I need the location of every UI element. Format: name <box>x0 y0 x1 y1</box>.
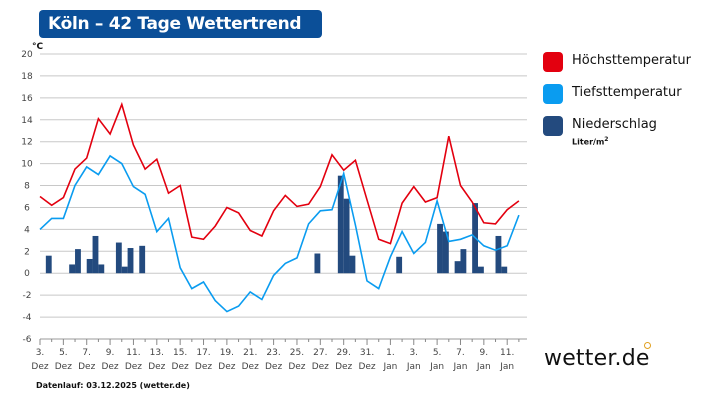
x-tick-label: 23. <box>266 348 280 358</box>
x-tick-month: Dez <box>358 362 375 372</box>
y-tick-label: 6 <box>24 203 30 213</box>
x-tick-month: Jan <box>429 362 444 372</box>
precipitation-bar <box>86 258 93 274</box>
x-tick-label: 9. <box>106 348 115 358</box>
x-tick-label: 31. <box>360 348 374 358</box>
precipitation-bar <box>69 264 76 274</box>
precipitation-bar <box>454 261 461 274</box>
unit-sup: 2 <box>604 136 609 143</box>
x-tick-label: 29. <box>337 348 351 358</box>
precipitation-unit: Liter/m2 <box>572 136 608 147</box>
x-tick-label: 19. <box>220 348 234 358</box>
x-tick-label: 15. <box>173 348 187 358</box>
y-tick-label: 16 <box>21 94 33 104</box>
y-tick-label: 4 <box>24 225 30 235</box>
x-tick-month: Dez <box>288 362 305 372</box>
y-axis: -6 -4 -2 0 2 4 6 8 10 12 14 16 18 20 <box>21 50 33 345</box>
x-tick-month: Jan <box>382 362 397 372</box>
y-tick-label: 8 <box>24 182 30 192</box>
min-temp-swatch <box>543 84 563 104</box>
x-tick-month: Dez <box>242 362 259 372</box>
x-tick-month: Dez <box>312 362 329 372</box>
precipitation-bar <box>442 231 449 274</box>
y-tick-label: 10 <box>21 160 33 170</box>
precipitation-bar <box>396 256 403 274</box>
y-tick-label: -2 <box>23 291 32 301</box>
x-tick-label: 3. <box>409 348 418 358</box>
precipitation-bar <box>314 253 321 274</box>
x-tick-label: 9. <box>480 348 489 358</box>
x-tick-label: 11. <box>500 348 514 358</box>
legend-label: Niederschlag <box>572 117 657 132</box>
x-tick-label: 7. <box>82 348 91 358</box>
x-axis: 3. Dez 5. Dez 7. Dez 9. Dez 11. Dez 13. Dez 15. Dez 17… <box>31 338 527 372</box>
precipitation-bar <box>45 255 52 274</box>
x-tick-label: 11. <box>126 348 140 358</box>
x-tick-label: 17. <box>196 348 210 358</box>
precipitation-bar <box>495 235 502 274</box>
x-tick-label: 5. <box>59 348 68 358</box>
precipitation-bar <box>343 198 350 274</box>
precipitation-bar <box>478 266 484 274</box>
y-tick-label: 0 <box>24 269 30 279</box>
y-tick-label: 2 <box>24 247 30 257</box>
precipitation-bar <box>127 248 134 274</box>
precipitation-bar <box>460 249 467 274</box>
x-tick-label: 13. <box>150 348 164 358</box>
legend-label: Höchsttemperatur <box>572 53 691 68</box>
y-tick-label: 18 <box>21 72 33 82</box>
x-tick-month: Dez <box>218 362 235 372</box>
precipitation-bar <box>139 245 146 274</box>
y-tick-label: -4 <box>23 313 32 323</box>
page-title: Köln – 42 Tage Wettertrend <box>39 10 322 38</box>
logo-dot-icon <box>644 342 651 349</box>
max-temp-swatch <box>543 52 563 72</box>
precipitation-bar <box>121 266 128 274</box>
x-tick-month: Dez <box>31 362 48 372</box>
x-tick-month: Dez <box>265 362 282 372</box>
precipitation-bar <box>115 242 122 274</box>
wetter-de-logo: wetter.de <box>544 346 650 371</box>
precipitation-bar <box>501 266 508 274</box>
y-unit-label: °C <box>32 42 44 52</box>
grid-lines <box>40 53 527 318</box>
y-tick-label: 12 <box>21 138 32 148</box>
x-tick-month: Dez <box>148 362 165 372</box>
x-tick-label: 7. <box>456 348 465 358</box>
x-tick-month: Jan <box>453 362 468 372</box>
x-tick-month: Jan <box>499 362 514 372</box>
precipitation-bar <box>75 249 81 274</box>
temperature-lines <box>39 101 520 313</box>
x-tick-label: 1. <box>386 348 395 358</box>
x-tick-label: 5. <box>433 348 442 358</box>
precipitation-bar <box>349 255 356 274</box>
precipitation-bar <box>437 223 443 274</box>
data-run-footer: Datenlauf: 03.12.2025 (wetter.de) <box>36 381 190 390</box>
y-tick-label: 20 <box>21 50 33 60</box>
x-tick-month: Dez <box>55 362 72 372</box>
x-tick-month: Dez <box>172 362 189 372</box>
min-temp-line <box>39 154 520 313</box>
x-tick-month: Jan <box>406 362 421 372</box>
precipitation-bar <box>98 264 105 274</box>
unit-text: Liter/m <box>572 137 605 147</box>
x-tick-month: Dez <box>101 362 118 372</box>
x-tick-month: Jan <box>476 362 491 372</box>
x-tick-month: Dez <box>195 362 212 372</box>
precipitation-bar <box>92 235 99 274</box>
x-tick-label: 25. <box>290 348 304 358</box>
x-tick-month: Dez <box>78 362 95 372</box>
legend-label: Tiefsttemperatur <box>572 85 682 100</box>
y-tick-label: -6 <box>23 335 32 345</box>
max-temp-line <box>39 101 520 245</box>
x-tick-label: 3. <box>36 348 45 358</box>
x-tick-month: Dez <box>335 362 352 372</box>
precipitation-bar <box>337 175 344 274</box>
x-tick-label: 21. <box>243 348 257 358</box>
precipitation-swatch <box>543 116 563 136</box>
x-tick-label: 27. <box>313 348 327 358</box>
y-tick-label: 14 <box>21 116 33 126</box>
x-tick-month: Dez <box>125 362 142 372</box>
